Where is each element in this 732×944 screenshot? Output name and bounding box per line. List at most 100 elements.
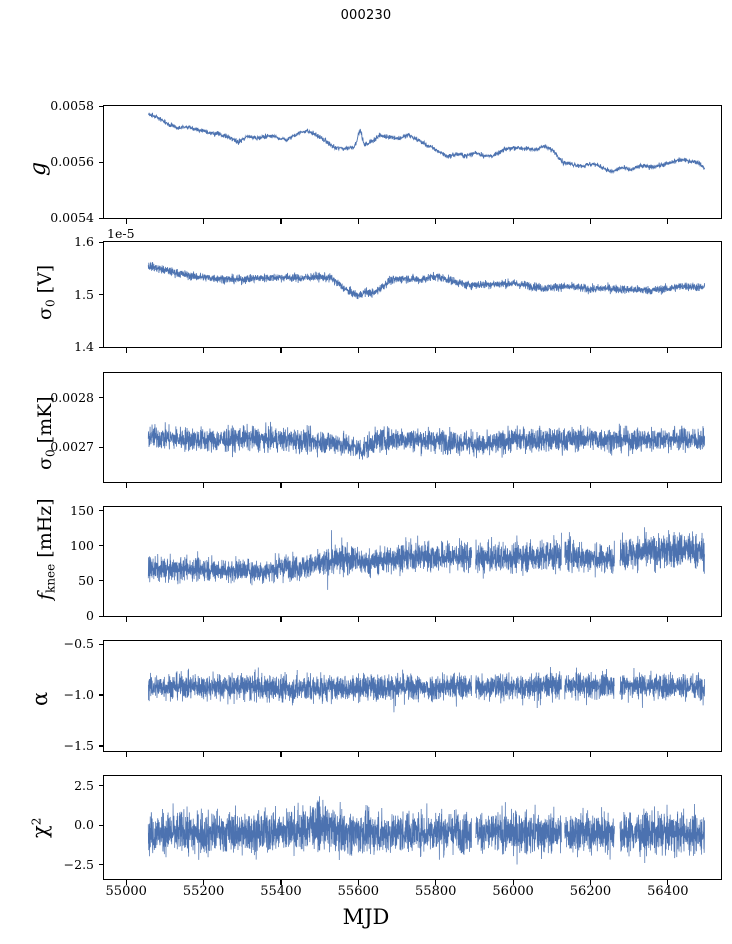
y-axis-label-chi-squared: χ2 <box>28 817 52 838</box>
y-tick-mark <box>99 694 103 696</box>
y-tick-label-gain: 0.0058 <box>50 97 94 113</box>
x-tick-mark <box>512 219 514 224</box>
x-tick-mark <box>512 483 514 488</box>
y-tick-mark <box>99 545 103 547</box>
x-tick-mark <box>357 348 359 353</box>
x-tick-mark <box>357 483 359 488</box>
x-tick-mark <box>667 880 669 885</box>
y-tick-label-alpha: −1.5 <box>63 737 94 753</box>
x-tick-mark <box>435 752 437 757</box>
y-tick-mark <box>99 580 103 582</box>
x-tick-label: 56200 <box>569 884 612 899</box>
plot-series-chi-squared <box>104 776 721 879</box>
y-axis-label-fknee: fknee [mHz] <box>34 498 58 600</box>
x-axis-label: MJD <box>342 905 390 929</box>
y-tick-mark <box>99 294 103 296</box>
plot-panel-chi-squared <box>103 775 722 880</box>
y-tick-label-gain: 0.0056 <box>50 153 94 169</box>
y-tick-label-fknee: 50 <box>78 572 94 588</box>
y-tick-label-fknee: 100 <box>70 537 94 553</box>
y-tick-label-sigma0-volts: 1.4 <box>74 338 94 354</box>
x-tick-mark <box>589 483 592 488</box>
x-tick-mark <box>589 348 592 353</box>
x-tick-mark <box>512 617 514 622</box>
y-tick-mark <box>99 105 103 107</box>
plot-series-alpha <box>104 641 721 751</box>
x-tick-mark <box>357 219 359 224</box>
y-axis-label-sigma0-volts: σ0 [V] <box>34 264 58 320</box>
x-tick-mark <box>357 880 359 885</box>
x-tick-mark <box>357 752 359 757</box>
y-tick-label-sigma0-millikelvin: 0.0028 <box>50 389 94 405</box>
y-tick-mark <box>99 241 103 243</box>
x-tick-mark <box>280 617 282 622</box>
x-tick-mark <box>203 880 205 885</box>
plot-panel-fknee <box>103 506 722 617</box>
y-axis-label-sigma0-millikelvin: σ0 [mK] <box>34 396 58 470</box>
y-tick-label-chi-squared: 2.5 <box>74 777 94 793</box>
plot-series-gain <box>104 106 721 218</box>
x-tick-mark <box>435 219 437 224</box>
y-tick-label-alpha: −1.0 <box>63 686 94 702</box>
x-tick-mark <box>435 617 437 622</box>
x-tick-mark <box>280 880 282 885</box>
x-tick-mark <box>203 219 205 224</box>
y-tick-label-fknee: 0 <box>86 607 94 623</box>
y-tick-label-alpha: −0.5 <box>63 635 94 651</box>
figure-title: 000230 <box>340 8 392 23</box>
x-tick-mark <box>435 483 437 488</box>
x-tick-mark <box>667 348 669 353</box>
y-tick-label-fknee: 150 <box>70 502 94 518</box>
x-tick-mark <box>589 752 592 757</box>
y-axis-label-alpha: α <box>28 691 52 706</box>
y-tick-mark <box>99 824 103 826</box>
x-tick-mark <box>203 483 205 488</box>
x-tick-mark <box>125 880 127 885</box>
y-tick-mark <box>99 745 103 747</box>
x-tick-mark <box>435 348 437 353</box>
x-tick-label: 55400 <box>260 884 302 899</box>
y-tick-label-chi-squared: 0.0 <box>74 816 94 832</box>
y-tick-label-sigma0-volts: 1.6 <box>74 233 94 249</box>
y-tick-mark <box>99 615 103 617</box>
y-tick-mark <box>99 643 103 645</box>
x-tick-mark <box>667 752 669 757</box>
plot-panel-gain <box>103 105 722 219</box>
x-tick-mark <box>125 483 127 488</box>
x-tick-mark <box>512 752 514 757</box>
x-tick-mark <box>512 880 514 885</box>
y-tick-mark <box>99 864 103 866</box>
plot-series-fknee <box>104 507 721 616</box>
y-tick-mark <box>99 446 103 448</box>
x-tick-mark <box>280 219 282 224</box>
y-tick-mark <box>99 346 103 348</box>
x-tick-mark <box>435 880 437 885</box>
y-tick-mark <box>99 161 103 163</box>
plot-panel-alpha <box>103 640 722 752</box>
plot-panel-sigma0-volts <box>103 241 722 348</box>
plot-series-sigma0-millikelvin <box>104 373 721 482</box>
x-tick-mark <box>280 348 282 353</box>
x-tick-mark <box>667 483 669 488</box>
y-tick-label-sigma0-millikelvin: 0.0027 <box>50 439 94 455</box>
x-tick-mark <box>125 752 127 757</box>
x-tick-mark <box>125 348 127 353</box>
plot-series-sigma0-volts <box>104 242 721 347</box>
x-tick-label: 56000 <box>492 884 534 899</box>
x-tick-mark <box>589 880 592 885</box>
y-tick-label-gain: 0.0054 <box>50 209 94 225</box>
plot-panel-sigma0-millikelvin <box>103 372 722 483</box>
x-tick-mark <box>125 219 127 224</box>
y-tick-label-sigma0-volts: 1.5 <box>74 286 94 302</box>
x-tick-mark <box>280 483 282 488</box>
x-tick-mark <box>589 617 592 622</box>
y-tick-mark <box>99 217 103 219</box>
x-tick-mark <box>589 219 592 224</box>
y-axis-label-gain: g <box>26 161 51 176</box>
x-tick-mark <box>203 752 205 757</box>
y-tick-mark <box>99 785 103 787</box>
x-tick-mark <box>667 617 669 622</box>
x-tick-mark <box>125 617 127 622</box>
x-tick-mark <box>667 219 669 224</box>
